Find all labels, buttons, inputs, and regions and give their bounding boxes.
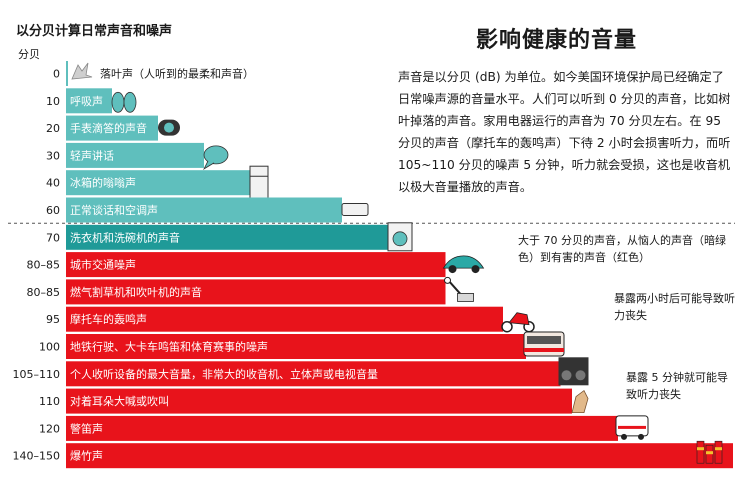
category-tick-label: 10: [46, 95, 60, 108]
lungs-icon: [111, 91, 137, 113]
car-icon: [442, 255, 485, 274]
sound-bar: [66, 197, 342, 223]
bar-label: 冰箱的嗡嗡声: [70, 176, 136, 190]
category-tick-label: 110: [39, 395, 60, 408]
bar-label: 对着耳朵大喊或吹叫: [70, 394, 169, 408]
speaker-icon: [558, 357, 589, 386]
motorcycle-icon: [501, 312, 535, 333]
sound-bar: [66, 415, 618, 441]
bar-label: 正常谈话和空调声: [70, 203, 158, 217]
chart-title: 以分贝计算日常声音和噪声: [16, 24, 173, 39]
sound-bar: [66, 170, 250, 196]
sound-bar: [66, 279, 446, 305]
sound-bar: [66, 224, 388, 250]
sound-bar: [66, 252, 446, 278]
bar-label: 落叶声（人听到的最柔和声音）: [100, 67, 254, 81]
bus-icon: [523, 331, 565, 357]
sound-bar: [66, 334, 526, 359]
bar-label: 洗衣机和洗碗机的声音: [70, 230, 180, 244]
sound-bar: [66, 388, 572, 414]
category-tick-label: 60: [46, 204, 60, 217]
sound-bar: [66, 361, 561, 387]
firecracker-icon: [696, 440, 723, 464]
category-tick-label: 120: [39, 422, 60, 435]
category-tick-label: 80–85: [27, 286, 61, 299]
sound-bar: [66, 88, 112, 114]
two-hour-note: 暴露两小时后可能导致听力丧失: [614, 292, 735, 322]
watch-icon: [158, 119, 180, 136]
y-axis-unit-label: 分贝: [18, 48, 40, 61]
category-tick-label: 70: [46, 231, 60, 244]
sound-bar: [66, 115, 158, 141]
bar-label: 手表滴答的声音: [70, 121, 147, 135]
five-minute-note: 暴露 5 分钟就可能导致听力丧失: [626, 371, 728, 401]
category-tick-label: 0: [53, 68, 60, 81]
ambulance-icon: [615, 415, 649, 440]
main-title: 影响健康的音量: [476, 27, 638, 53]
sound-bar: [66, 306, 503, 332]
bar-label: 警笛声: [70, 421, 103, 435]
sound-bar: [66, 443, 733, 469]
category-tick-label: 95: [46, 313, 60, 326]
bar-label: 燃气割草机和吹叶机的声音: [70, 285, 202, 299]
category-tick-label: 40: [46, 177, 60, 190]
category-tick-label: 80–85: [27, 259, 61, 272]
leaf-icon: [71, 62, 93, 80]
category-tick-label: 30: [46, 149, 60, 162]
bar-label: 地铁行驶、大卡车鸣笛和体育赛事的噪声: [70, 340, 268, 354]
category-tick-label: 100: [39, 341, 60, 354]
bar-label: 摩托车的轰鸣声: [70, 312, 147, 326]
sound-bar: [66, 61, 68, 86]
bar-label: 城市交通噪声: [70, 258, 136, 272]
bar-label: 爆竹声: [70, 449, 103, 463]
description-text: 声音是以分贝 (dB) 为单位。如今美国环境保护局已经确定了日常噪声源的音量水平…: [398, 70, 731, 194]
bar-label: 轻声讲话: [70, 148, 114, 162]
sound-bar: [66, 142, 204, 168]
lawn-mower-icon: [444, 276, 474, 302]
category-tick-label: 20: [46, 122, 60, 135]
bar-label: 个人收听设备的最大音量，非常大的收音机、立体声或电视音量: [70, 367, 378, 381]
speech-bubble-icon: [203, 145, 229, 170]
refrigerator-icon: [249, 165, 269, 199]
washing-machine-icon: [387, 222, 413, 252]
dog-icon: [571, 389, 589, 413]
air-conditioner-icon: [341, 203, 369, 216]
category-tick-label: 140–150: [13, 450, 61, 463]
category-tick-label: 105–110: [13, 368, 61, 381]
bar-label: 呼吸声: [70, 94, 103, 108]
threshold-note: 大于 70 分贝的声音，从恼人的声音（暗绿色）到有害的声音（红色）: [518, 234, 726, 264]
